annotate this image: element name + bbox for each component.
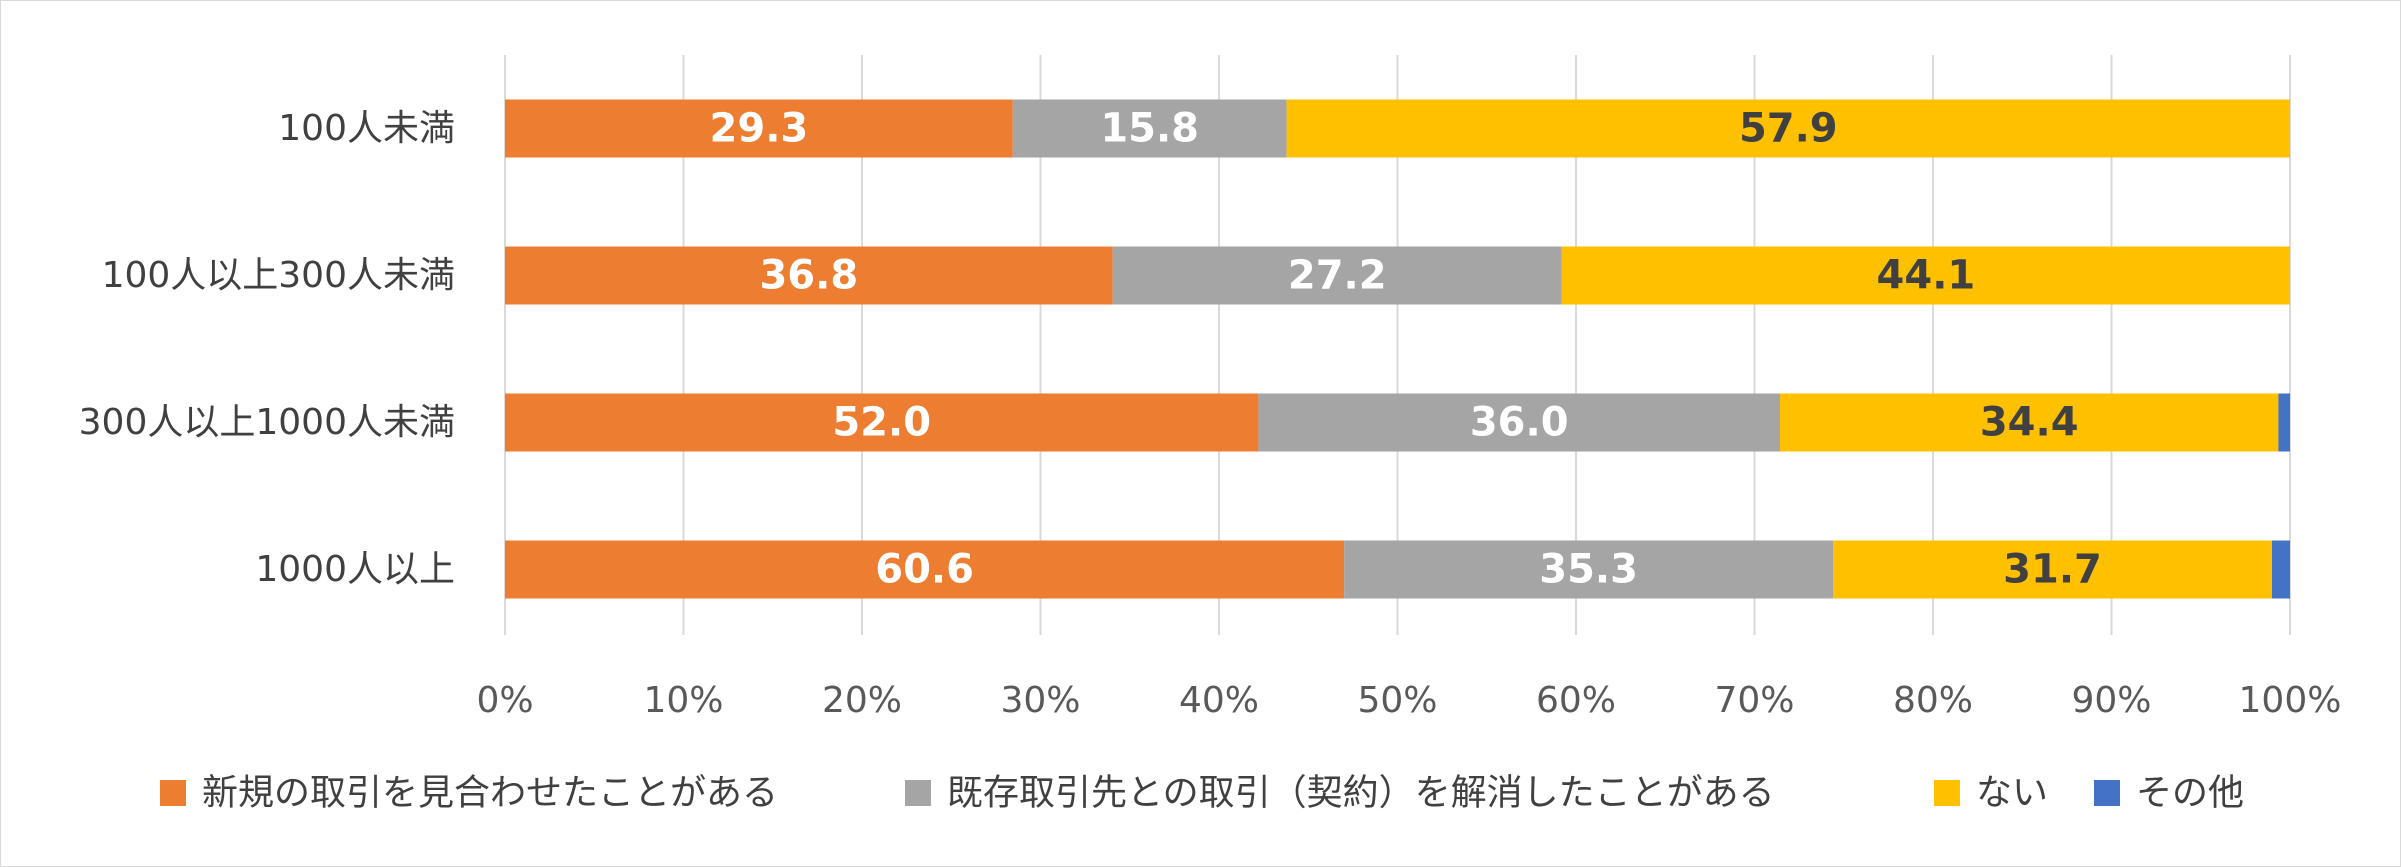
legend-swatch	[160, 780, 186, 806]
data-label: 29.3	[710, 106, 809, 152]
data-label: 57.9	[1739, 106, 1838, 152]
bar-segment	[1833, 540, 2272, 599]
bar-segment	[1344, 540, 1834, 599]
legend-swatch	[2094, 780, 2120, 806]
data-label: 35.3	[1539, 547, 1638, 593]
category-labels: 100人未満 100人以上300人未満 300人以上1000人未満 1000人以上	[79, 108, 455, 590]
data-label: 27.2	[1288, 253, 1387, 299]
legend-label: 既存取引先との取引（契約）を解消したことがある	[947, 773, 1775, 814]
bar-segment	[1112, 246, 1562, 305]
x-tick-label: 60%	[1536, 680, 1616, 721]
data-label: 36.0	[1470, 400, 1569, 446]
data-label: 34.4	[1980, 400, 2079, 446]
data-label: 15.8	[1100, 106, 1199, 152]
data-labels: 29.3 15.8 57.9 36.8 27.2 44.1 52.0 36.0 34.4 60.6…	[710, 106, 2102, 593]
x-tick-label: 40%	[1179, 680, 1259, 721]
legend-label: ない	[1976, 773, 2048, 814]
bar-segment	[1286, 99, 2290, 158]
bar-segment	[505, 393, 1259, 452]
x-tick-label: 80%	[1893, 680, 1973, 721]
category-label: 1000人以上	[255, 549, 455, 590]
bar-segment	[1012, 99, 1287, 158]
category-label: 100人以上300人未満	[102, 255, 455, 296]
bar-segment	[505, 246, 1113, 305]
x-tick-label: 100%	[2239, 680, 2342, 721]
data-label: 44.1	[1877, 253, 1976, 299]
x-tick-label: 70%	[1714, 680, 1794, 721]
bar-segment	[1561, 246, 2290, 305]
data-label: 60.6	[875, 547, 974, 593]
bar-segment	[2271, 540, 2290, 599]
x-tick-label: 0%	[476, 680, 533, 721]
bar-segment	[505, 99, 1013, 158]
data-label: 36.8	[759, 253, 858, 299]
bar-segment	[2278, 393, 2290, 452]
category-label: 300人以上1000人未満	[79, 402, 455, 443]
bars	[505, 99, 2290, 599]
bar-segment	[1780, 393, 2279, 452]
data-label: 52.0	[832, 400, 931, 446]
bar-segment	[1258, 393, 1780, 452]
category-label: 100人未満	[278, 108, 455, 149]
x-tick-label: 10%	[643, 680, 723, 721]
x-tick-label: 20%	[822, 680, 902, 721]
legend-swatch	[1934, 780, 1960, 806]
legend-label: 新規の取引を見合わせたことがある	[202, 773, 778, 814]
legend: 新規の取引を見合わせたことがある 既存取引先との取引（契約）を解消したことがある な…	[160, 773, 2244, 814]
x-tick-label: 30%	[1000, 680, 1080, 721]
x-axis-ticks: 0% 10% 20% 30% 40% 50% 60% 70% 80% 90% 100%	[476, 680, 2341, 721]
legend-label: その他	[2136, 773, 2244, 814]
x-tick-label: 50%	[1357, 680, 1437, 721]
data-label: 31.7	[2003, 547, 2102, 593]
x-tick-label: 90%	[2071, 680, 2151, 721]
legend-swatch	[905, 780, 931, 806]
bar-segment	[505, 540, 1345, 599]
